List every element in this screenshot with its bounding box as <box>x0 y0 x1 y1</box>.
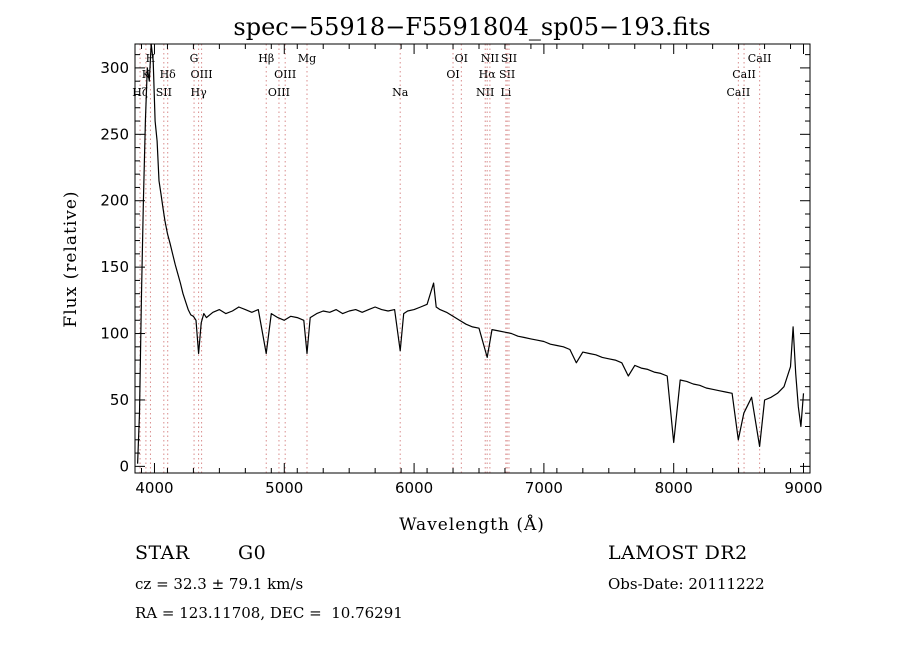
spectrum-line <box>137 43 805 464</box>
spectral-line-markers: HζKHSIIHδGHγOIIIHβOIIIOIIIMgNaOIOINIIHαN… <box>132 44 771 473</box>
y-tick-label: 150 <box>100 258 129 276</box>
marker-label: SII <box>501 52 517 65</box>
redshift-velocity: cz = 32.3 ± 79.1 km/s <box>135 575 304 593</box>
marker-label: OIII <box>191 68 213 81</box>
plot-frame <box>134 43 811 474</box>
marker-label: Na <box>392 86 409 99</box>
marker-label: Hα <box>479 68 497 81</box>
chart-title: spec−55918−F5591804_sp05−193.fits <box>233 13 710 41</box>
observation-date: Obs-Date: 20111222 <box>608 575 765 593</box>
survey-name: LAMOST DR2 <box>608 542 748 564</box>
x-tick-label: 8000 <box>655 479 693 497</box>
marker-label: CaII <box>732 68 756 81</box>
marker-label: Mg <box>298 52 316 65</box>
marker-label: Hζ <box>132 86 148 99</box>
marker-label: Hβ <box>258 52 274 65</box>
marker-label: OIII <box>268 86 290 99</box>
x-tick-label: 9000 <box>784 479 822 497</box>
marker-label: NII <box>481 52 499 65</box>
y-tick-label: 300 <box>100 59 129 77</box>
marker-label: SII <box>499 68 515 81</box>
marker-label: SII <box>156 86 172 99</box>
y-tick-label: 50 <box>110 391 129 409</box>
x-axis: 4000 5000 6000 7000 8000 9000 <box>135 44 823 497</box>
y-tick-label: 100 <box>100 325 129 343</box>
marker-label: Hδ <box>160 68 177 81</box>
marker-label: OI <box>446 68 459 81</box>
y-tick-label: 200 <box>100 192 129 210</box>
marker-label: NII <box>476 86 494 99</box>
marker-label: OI <box>455 52 468 65</box>
y-tick-label: 250 <box>100 125 129 143</box>
object-class: STAR <box>135 542 190 564</box>
marker-label: G <box>190 52 199 65</box>
x-axis-label: Wavelength (Å) <box>399 514 545 535</box>
x-tick-label: 4000 <box>135 479 173 497</box>
x-tick-label: 5000 <box>265 479 303 497</box>
y-axis-label: Flux (relative) <box>61 190 81 327</box>
x-tick-label: 6000 <box>395 479 433 497</box>
spectrum-series <box>137 43 805 464</box>
object-subclass: G0 <box>238 542 267 564</box>
y-tick-label: 0 <box>119 457 129 475</box>
marker-label: CaII <box>748 52 772 65</box>
marker-label: K <box>142 68 151 81</box>
marker-label: Hγ <box>191 86 208 99</box>
x-tick-label: 7000 <box>525 479 563 497</box>
marker-label: CaII <box>727 86 751 99</box>
marker-label: Li <box>500 86 511 99</box>
y-axis: 0 50 100 150 200 250 300 <box>100 54 810 475</box>
marker-label: OIII <box>274 68 296 81</box>
coordinates: RA = 123.11708, DEC = 10.76291 <box>135 604 403 622</box>
